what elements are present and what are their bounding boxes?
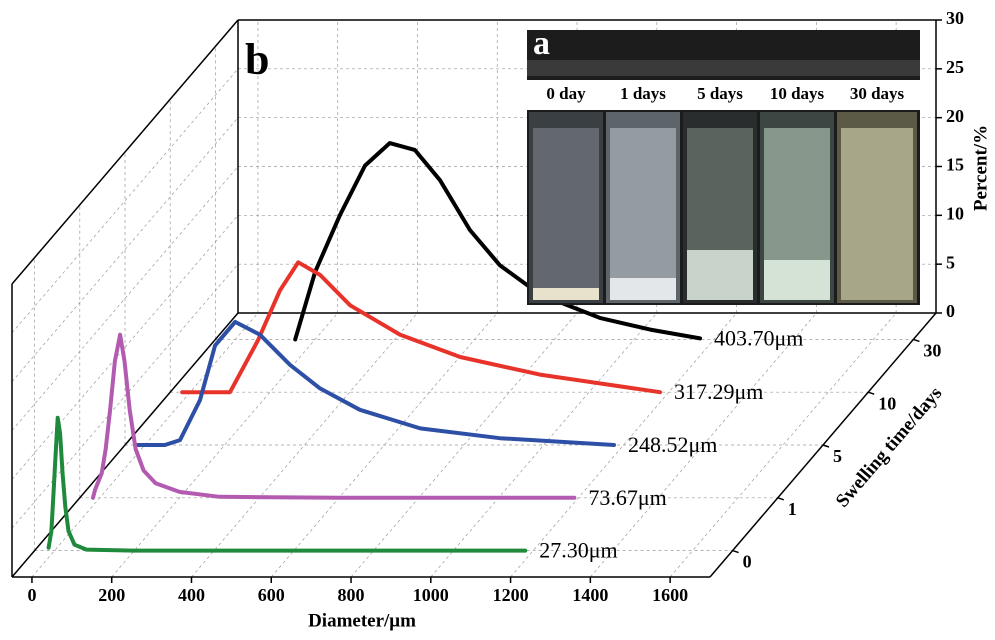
inset-photo: a 0 day 1 days 5 days 10 days 30 days <box>527 25 920 305</box>
x-tick-label: 1600 <box>652 585 688 605</box>
y-axis-label: Percent/% <box>970 125 991 211</box>
side-grid-line <box>11 117 239 382</box>
y-tick-label: 20 <box>946 106 964 126</box>
y-tick-label: 5 <box>946 252 955 272</box>
x-tick-label: 400 <box>178 585 205 605</box>
series-label: 73.67μm <box>588 485 666 510</box>
series-line <box>293 141 702 342</box>
series-label: 403.70μm <box>714 325 803 350</box>
x-tick-label: 1000 <box>413 585 449 605</box>
floor-grid-line <box>350 312 578 578</box>
vial-sediment <box>764 260 830 300</box>
vial-liquid <box>610 128 676 300</box>
z-tick <box>867 391 875 395</box>
z-tick-label: 10 <box>878 393 896 413</box>
z-tick <box>732 549 739 554</box>
inset-caption: 30 days <box>850 84 905 103</box>
series-line <box>91 332 577 500</box>
side-grid-line <box>11 215 239 480</box>
side-grid-line <box>11 166 239 431</box>
series-line <box>135 319 616 447</box>
floor-grid-line <box>111 312 338 578</box>
panel-label: b <box>245 35 269 84</box>
z-tick-label: 1 <box>788 499 797 519</box>
z-tick <box>822 444 830 448</box>
floor-grid-line <box>590 312 817 578</box>
left-top-edge <box>11 19 239 285</box>
y-tick-label: 15 <box>946 155 964 175</box>
inset-label: a <box>533 25 550 62</box>
photo-strip <box>527 60 920 76</box>
vial-sediment <box>533 288 599 300</box>
z-tick <box>777 497 785 501</box>
x-tick-label: 1200 <box>493 585 529 605</box>
floor-grid-line <box>510 312 737 578</box>
y-tick-label: 30 <box>946 8 964 28</box>
side-grid-line <box>11 263 239 529</box>
floor-grid-line <box>191 312 418 578</box>
y-tick-label: 25 <box>946 57 964 77</box>
vials <box>529 112 917 303</box>
side-grid-line <box>11 68 239 334</box>
y-tick-label: 10 <box>946 203 964 223</box>
series-line <box>180 260 662 395</box>
vial-sediment <box>610 278 676 300</box>
x-tick-label: 1400 <box>572 585 608 605</box>
y-tick-label: 0 <box>946 301 955 321</box>
x-tick-label: 800 <box>338 585 365 605</box>
series-line <box>46 415 528 553</box>
caption-strip <box>527 80 920 110</box>
x-tick-label: 600 <box>258 585 285 605</box>
x-axis-label: Diameter/μm <box>308 610 416 631</box>
floor-grid-line <box>430 312 658 578</box>
vial-liquid <box>533 128 599 300</box>
floor-grid-line <box>669 312 897 578</box>
series-label: 248.52μm <box>628 432 717 457</box>
x-tick-label: 200 <box>98 585 125 605</box>
x-tick-label: 0 <box>27 585 36 605</box>
inset-caption: 5 days <box>697 84 743 103</box>
series-label: 317.29μm <box>674 379 763 404</box>
inset-caption: 1 days <box>620 84 666 103</box>
z-tick-label: 5 <box>833 446 842 466</box>
z-tick-label: 30 <box>923 341 941 361</box>
vial-liquid <box>841 128 913 300</box>
inset-caption: 10 days <box>770 84 825 103</box>
series-label: 27.30μm <box>539 538 617 563</box>
floor-grid-line <box>31 312 259 578</box>
z-tick <box>913 338 920 343</box>
z-tick-label: 0 <box>743 552 752 572</box>
inset-caption: 0 day <box>546 84 586 103</box>
vial-sediment <box>687 250 753 300</box>
